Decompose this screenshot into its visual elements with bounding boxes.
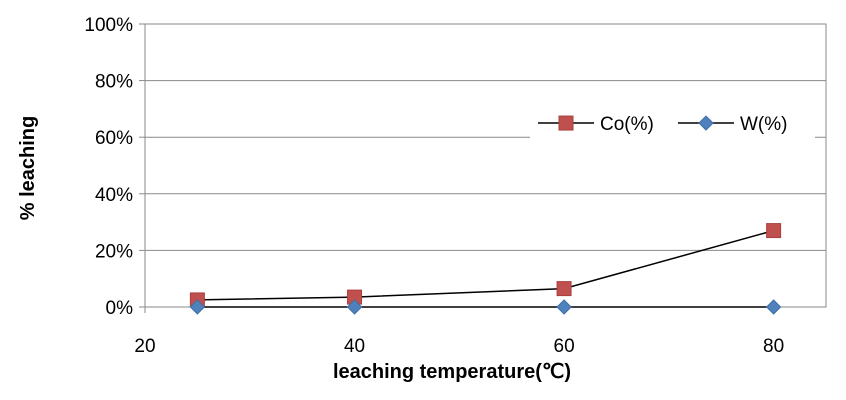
legend-marker [558, 115, 574, 131]
x-tick-label: 80 [763, 336, 784, 357]
data-point [189, 299, 206, 315]
x-tick-label: 40 [344, 336, 365, 357]
data-point [556, 299, 572, 315]
y-tick-label: 0% [106, 298, 134, 319]
data-point [765, 299, 782, 315]
legend-label: Co(%) [600, 114, 654, 135]
x-tick-label: 60 [554, 336, 575, 357]
x-axis-ticks: 20 40 60 80 [134, 307, 784, 357]
x-tick-label: 20 [134, 336, 155, 357]
data-point [556, 281, 572, 297]
y-tick-label: 100% [84, 15, 133, 36]
series-1 [189, 223, 782, 308]
series-2 [189, 299, 782, 315]
data-point [346, 299, 363, 315]
legend-label: W(%) [740, 114, 787, 135]
y-tick-label: 80% [95, 72, 133, 93]
legend: Co(%) W(%) [530, 107, 815, 140]
y-axis-ticks: 0% 20% 40% 60% 80% 100% [84, 15, 145, 319]
x-axis-title: leaching temperature(℃) [333, 361, 571, 383]
y-axis-title: % leaching [17, 116, 39, 220]
y-tick-label: 60% [95, 128, 133, 149]
y-tick-label: 20% [95, 241, 133, 262]
legend-item: Co(%) [538, 114, 654, 135]
legend-item: W(%) [678, 114, 787, 135]
series-layer [189, 223, 782, 315]
series-line [197, 229, 774, 301]
legend-marker [698, 115, 714, 131]
y-tick-label: 40% [95, 185, 133, 206]
data-point [766, 223, 782, 239]
